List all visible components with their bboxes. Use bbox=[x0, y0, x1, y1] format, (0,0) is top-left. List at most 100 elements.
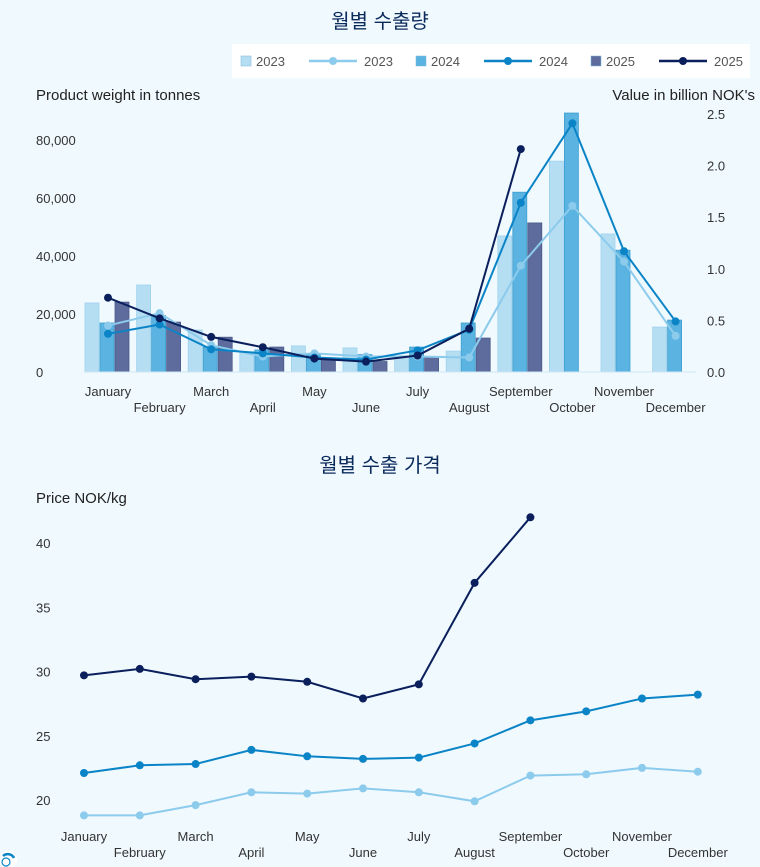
price-series-2023-line bbox=[84, 766, 698, 817]
price-series-2025-point bbox=[470, 578, 479, 587]
price-series-2023-point bbox=[470, 797, 479, 806]
value-2024-point bbox=[155, 320, 164, 329]
price-series-2025-point bbox=[247, 672, 256, 681]
price-series-2024-point bbox=[582, 707, 591, 716]
month-label: September bbox=[499, 829, 563, 844]
month-label: January bbox=[61, 829, 108, 844]
legend-line-label: 2024 bbox=[539, 54, 568, 69]
price-series-2025-point bbox=[526, 513, 535, 522]
bar-2024 bbox=[564, 112, 579, 373]
price-series-2023-point bbox=[693, 767, 702, 776]
month-label: April bbox=[250, 400, 276, 415]
left-axis-title: Product weight in tonnes bbox=[36, 87, 200, 104]
price-series-2024-point bbox=[526, 716, 535, 725]
value-2025-point bbox=[258, 343, 267, 352]
bar-2023 bbox=[549, 160, 564, 373]
price-series-2023-point bbox=[582, 770, 591, 779]
month-label: May bbox=[295, 829, 320, 844]
value-2024-point bbox=[258, 349, 267, 358]
bar-2025 bbox=[372, 361, 388, 373]
bar-2025 bbox=[320, 359, 336, 373]
bar-2025 bbox=[114, 301, 130, 373]
left-tick-label: 0 bbox=[36, 365, 43, 380]
price-series-2024-point bbox=[414, 753, 423, 762]
value-2024-point bbox=[568, 119, 577, 128]
legend-line-marker bbox=[679, 57, 687, 65]
value-2023-point bbox=[568, 201, 577, 210]
price-chart-title: 월별 수출 가격 bbox=[319, 454, 441, 477]
right-tick-label: 0.5 bbox=[707, 313, 725, 328]
price-series-2025-point bbox=[80, 671, 88, 680]
value-2024-point bbox=[104, 329, 112, 338]
value-2024-point bbox=[671, 317, 680, 326]
value-2025-point bbox=[207, 332, 216, 341]
bar-2023 bbox=[652, 326, 667, 373]
legend-bar-swatch-2023 bbox=[240, 55, 252, 67]
month-label: March bbox=[178, 829, 214, 844]
price-axis-title: Price NOK/kg bbox=[36, 490, 127, 507]
month-label: February bbox=[114, 845, 167, 860]
right-axis-title: Value in billion NOK's bbox=[612, 87, 755, 104]
month-label: November bbox=[612, 829, 673, 844]
price-series-2023-point bbox=[191, 801, 200, 810]
legend-line-marker bbox=[504, 57, 512, 65]
price-series-2024-point bbox=[191, 760, 200, 769]
price-series-2024-point bbox=[693, 690, 702, 699]
price-series-2023-point bbox=[414, 788, 423, 797]
month-label: May bbox=[302, 384, 327, 399]
bar-2023 bbox=[445, 350, 461, 373]
month-label: July bbox=[406, 384, 430, 399]
right-tick-label: 2.0 bbox=[707, 159, 725, 174]
month-label: December bbox=[646, 400, 707, 415]
month-label: June bbox=[349, 845, 377, 860]
price-series-2024-point bbox=[359, 754, 367, 763]
month-label: March bbox=[193, 384, 229, 399]
value-2025-point bbox=[516, 145, 525, 154]
volume-chart-title: 월별 수출량 bbox=[331, 10, 429, 33]
value-2023-point bbox=[671, 331, 680, 340]
legend: 2023 2023 2024 2024 2025 2025 bbox=[240, 54, 743, 69]
price-tick-label: 25 bbox=[36, 729, 50, 744]
value-2023-point bbox=[620, 257, 628, 266]
volume-chart: 0 20,000 40,000 60,000 80,000 0.0 0.5 1.0 1.5 2.0… bbox=[36, 107, 725, 415]
price-chart: 20 25 30 35 40 January February March April May Ju… bbox=[36, 513, 728, 860]
legend-bar-label: 2024 bbox=[431, 54, 460, 69]
price-series-2024-point bbox=[135, 761, 144, 770]
price-series-2025-point bbox=[414, 680, 423, 689]
month-label: October bbox=[563, 845, 610, 860]
price-series-2023-point bbox=[80, 811, 88, 820]
bar-2023 bbox=[290, 345, 306, 373]
left-tick-label: 60,000 bbox=[36, 191, 76, 206]
value-2024-point bbox=[207, 345, 216, 354]
right-tick-label: 1.5 bbox=[707, 210, 725, 225]
left-tick-label: 40,000 bbox=[36, 249, 76, 264]
price-series-2023-point bbox=[247, 788, 256, 797]
value-2024-point bbox=[516, 198, 525, 207]
price-series-2025-point bbox=[191, 675, 200, 684]
price-series-2025-line bbox=[83, 516, 532, 700]
month-label: December bbox=[668, 845, 729, 860]
value-2024-line bbox=[107, 121, 677, 361]
price-series-2023-point bbox=[359, 784, 367, 793]
legend-line-label: 2025 bbox=[714, 54, 743, 69]
legend-line-marker bbox=[329, 57, 337, 65]
month-label: November bbox=[594, 384, 655, 399]
value-2025-point bbox=[104, 293, 112, 302]
refresh-badge-icon[interactable] bbox=[0, 851, 17, 867]
bar-2025 bbox=[424, 356, 440, 373]
value-2023-point bbox=[104, 321, 112, 330]
month-label: February bbox=[134, 400, 187, 415]
bar-2023 bbox=[600, 233, 616, 373]
price-series-2024-point bbox=[247, 745, 256, 754]
month-label: July bbox=[407, 829, 431, 844]
price-tick-label: 40 bbox=[36, 536, 50, 551]
price-series-2024-line bbox=[83, 693, 698, 775]
month-label: October bbox=[549, 400, 596, 415]
right-tick-label: 0.0 bbox=[707, 365, 725, 380]
price-series-2023-point bbox=[526, 771, 535, 780]
price-series-2024-point bbox=[80, 769, 88, 778]
price-series-2025-point bbox=[135, 664, 144, 673]
price-series-2025-point bbox=[359, 694, 367, 703]
month-label: September bbox=[489, 384, 553, 399]
